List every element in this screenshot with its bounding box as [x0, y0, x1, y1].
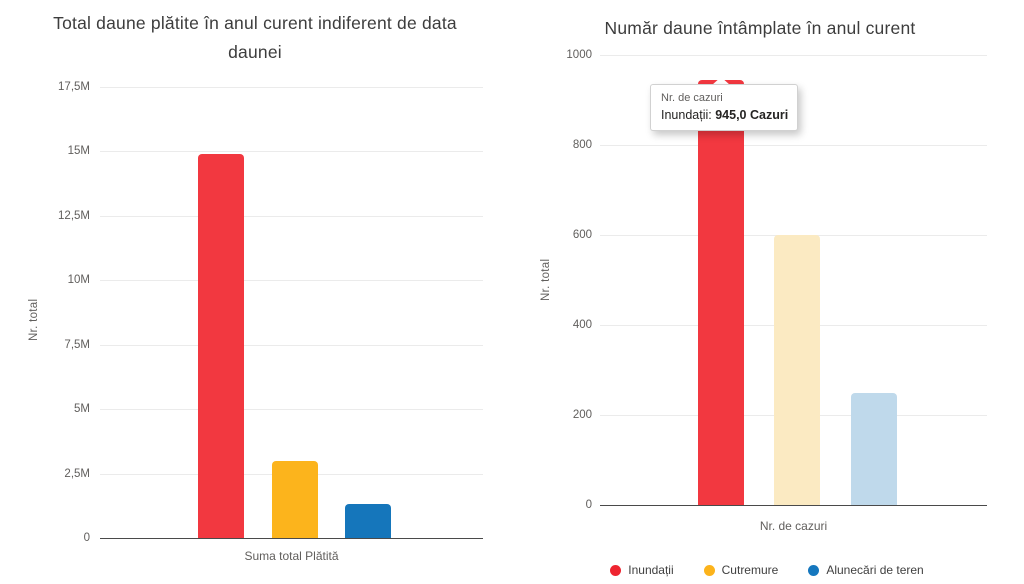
legend: Inundații Cutremure Alunecări de teren	[510, 560, 1024, 580]
gridline	[100, 151, 483, 153]
legend-item-inundatii[interactable]: Inundații	[610, 563, 674, 577]
bar-alunecări-de-teren[interactable]	[850, 392, 897, 505]
y-tick-label: 400	[572, 319, 592, 331]
legend-label-alunecari: Alunecări de teren	[826, 563, 924, 577]
y-tick-label: 12,5M	[58, 209, 90, 222]
gridline	[100, 409, 483, 411]
legend-label-inundatii: Inundații	[628, 563, 674, 577]
right-x-axis-label: Nr. de cazuri	[759, 519, 828, 533]
left-plot-area	[100, 87, 483, 539]
tooltip-caret	[712, 77, 730, 85]
bar-cutremure[interactable]	[271, 460, 318, 538]
bar-alunecări-de-teren[interactable]	[345, 504, 391, 538]
y-tick-label: 2,5M	[64, 467, 90, 480]
y-tick-label: 0	[585, 499, 592, 511]
tooltip-value: 945,0 Cazuri	[715, 108, 789, 122]
gridline	[100, 280, 483, 282]
left-x-axis-label: Suma total Plătită	[244, 549, 339, 563]
y-tick-label: 600	[572, 229, 592, 241]
y-tick-label: 15M	[67, 145, 90, 158]
y-tick-label: 7,5M	[64, 338, 90, 351]
y-tick-label: 0	[83, 532, 90, 544]
legend-dot-cutremure	[703, 564, 715, 576]
tooltip-series-label: Inundații:	[661, 108, 712, 122]
right-plot-area	[600, 55, 987, 506]
y-tick-label: 17,5M	[58, 81, 90, 93]
legend-item-alunecari[interactable]: Alunecări de teren	[808, 563, 924, 577]
gridline	[100, 87, 483, 88]
bar-inundații[interactable]	[198, 154, 244, 538]
y-tick-label: 5M	[74, 403, 90, 416]
tooltip-header: Nr. de cazuri	[661, 92, 723, 104]
bar-cutremure[interactable]	[774, 235, 820, 505]
legend-label-cutremure: Cutremure	[721, 563, 779, 577]
chart-numar-daune: Număr daune întâmplate în anul curent Nr…	[510, 0, 1024, 584]
left-chart-title: Total daune plătite în anul curent indif…	[53, 13, 457, 62]
y-tick-label: 800	[572, 139, 592, 151]
bar-inundații[interactable]	[697, 79, 744, 505]
legend-dot-alunecari	[808, 564, 820, 576]
chart-total-daune-platite: Total daune plătite în anul curent indif…	[0, 0, 510, 584]
gridline	[100, 215, 483, 217]
gridline	[600, 145, 987, 146]
tooltip: Nr. de cazuri Inundații: 945,0 Cazuri	[650, 84, 798, 131]
legend-item-cutremure[interactable]: Cutremure	[703, 563, 779, 577]
legend-dot-inundatii	[610, 564, 622, 576]
y-tick-label: 10M	[67, 274, 90, 287]
y-tick-label: 1000	[566, 49, 592, 61]
gridline	[600, 55, 987, 56]
right-chart-title: Număr daune întâmplate în anul curent	[604, 18, 916, 38]
gridline	[100, 344, 483, 346]
y-tick-label: 200	[572, 409, 592, 421]
